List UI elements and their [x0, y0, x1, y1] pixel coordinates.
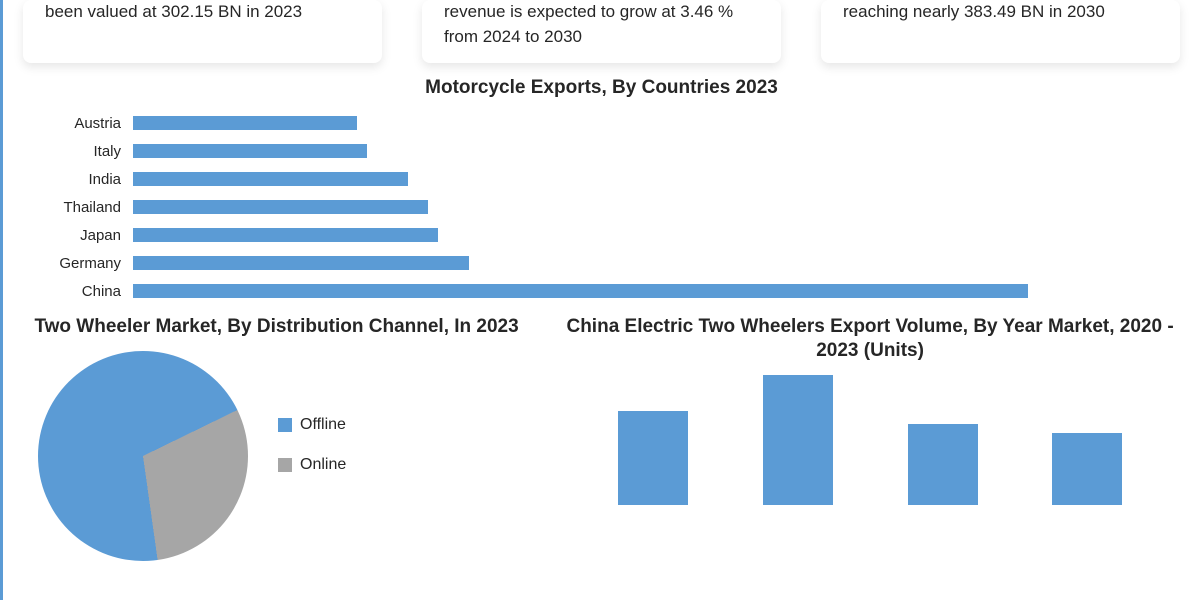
legend-label: Online: [300, 456, 346, 474]
bar-row: Italy: [33, 137, 1150, 165]
column-bar: [1052, 433, 1122, 505]
bar: [133, 200, 428, 214]
pie-legend: Offline Online: [278, 416, 346, 496]
bar-track: [133, 277, 1150, 305]
bar-track: [133, 165, 1150, 193]
bar-label: Italy: [33, 143, 133, 160]
column-bar: [618, 411, 688, 505]
bar-track: [133, 193, 1150, 221]
stat-card-forecast: reaching nearly 383.49 BN in 2030: [821, 0, 1180, 63]
bar-row: Germany: [33, 249, 1150, 277]
bar-row: Japan: [33, 221, 1150, 249]
legend-label: Offline: [300, 416, 346, 434]
stat-card-cagr: revenue is expected to grow at 3.46 % fr…: [422, 0, 781, 63]
bar-label: Austria: [33, 115, 133, 132]
bar-label: Japan: [33, 227, 133, 244]
column-panel: China Electric Two Wheelers Export Volum…: [560, 315, 1180, 561]
pie-area: Offline Online: [23, 351, 530, 561]
lower-row: Two Wheeler Market, By Distribution Chan…: [23, 315, 1180, 561]
bar: [133, 144, 367, 158]
bar: [133, 228, 438, 242]
bar-row: China: [33, 277, 1150, 305]
bar-track: [133, 221, 1150, 249]
column-chart-title: China Electric Two Wheelers Export Volum…: [560, 315, 1180, 363]
pie-chart-title: Two Wheeler Market, By Distribution Chan…: [23, 315, 530, 339]
bar-track: [133, 109, 1150, 137]
bar: [133, 284, 1028, 298]
bar-label: Thailand: [33, 199, 133, 216]
bar-label: India: [33, 171, 133, 188]
legend-swatch: [278, 418, 292, 432]
stat-card-valuation: been valued at 302.15 BN in 2023: [23, 0, 382, 63]
stat-cards-row: been valued at 302.15 BN in 2023 revenue…: [23, 0, 1180, 63]
legend-swatch: [278, 458, 292, 472]
legend-item: Offline: [278, 416, 346, 434]
bar: [133, 256, 469, 270]
bar-row: India: [33, 165, 1150, 193]
bar-label: Germany: [33, 255, 133, 272]
bar-row: Thailand: [33, 193, 1150, 221]
bar-chart: Austria Italy India Thailand Japan Germany Chi…: [23, 109, 1180, 305]
column-bar: [908, 424, 978, 505]
pie-chart: [38, 351, 248, 561]
bar-track: [133, 137, 1150, 165]
legend-item: Online: [278, 456, 346, 474]
bar-label: China: [33, 283, 133, 300]
bar-track: [133, 249, 1150, 277]
column-chart: [560, 375, 1180, 505]
bar: [133, 172, 408, 186]
pie-panel: Two Wheeler Market, By Distribution Chan…: [23, 315, 530, 561]
bar-row: Austria: [33, 109, 1150, 137]
bar: [133, 116, 357, 130]
column-bar: [763, 375, 833, 505]
bar-chart-title: Motorcycle Exports, By Countries 2023: [23, 77, 1180, 99]
